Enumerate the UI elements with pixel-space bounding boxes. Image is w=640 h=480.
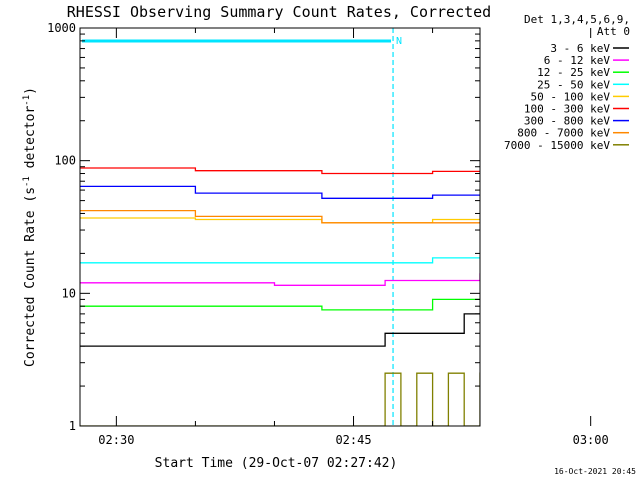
legend-label: 7000 - 15000 keV [504,139,610,152]
x-axis-label: Start Time (29-Oct-07 02:27:42) [155,456,398,471]
x-tick-label: 02:45 [335,433,371,447]
y-tick-label: 1 [69,419,76,433]
y-axis: 1 10 100 1000 [47,21,480,433]
series-line-0 [80,313,480,347]
legend-label: 25 - 50 keV [537,78,610,91]
x-tick-label: 03:00 [573,433,609,447]
legend-label: 50 - 100 keV [531,90,611,103]
legend-label: 300 - 800 keV [524,115,610,128]
series-line-8 [80,372,480,426]
timestamp: 16-Oct-2021 20:45 [554,467,636,476]
y-tick-label: 100 [54,154,76,168]
series-line-5 [80,167,480,175]
night-label: N [396,36,402,47]
legend-label: 800 - 7000 keV [517,127,610,140]
legend-label: 3 - 6 keV [550,42,610,55]
legend-header-line-1: Det 1,3,4,5,6,9, [524,13,630,26]
legend-header-line-2: Att 0 [597,25,630,38]
y-tick-label: 10 [62,286,76,300]
series-line-1 [80,273,480,286]
y-axis-label: Corrected Count Rate (s-1 detector-1) [22,87,38,367]
y-tick-label: 1000 [47,21,76,35]
night-markers: N [82,28,402,426]
legend-label: 12 - 25 keV [537,66,610,79]
series-line-4 [80,217,480,224]
series-line-6 [80,185,480,199]
series-layer [80,167,480,426]
plot-frame [79,27,481,427]
chart-title: RHESSI Observing Summary Count Rates, Co… [67,3,491,21]
x-tick-label: 02:30 [98,433,134,447]
legend-label: 6 - 12 keV [544,54,611,67]
legend-label: 100 - 300 keV [524,103,610,116]
